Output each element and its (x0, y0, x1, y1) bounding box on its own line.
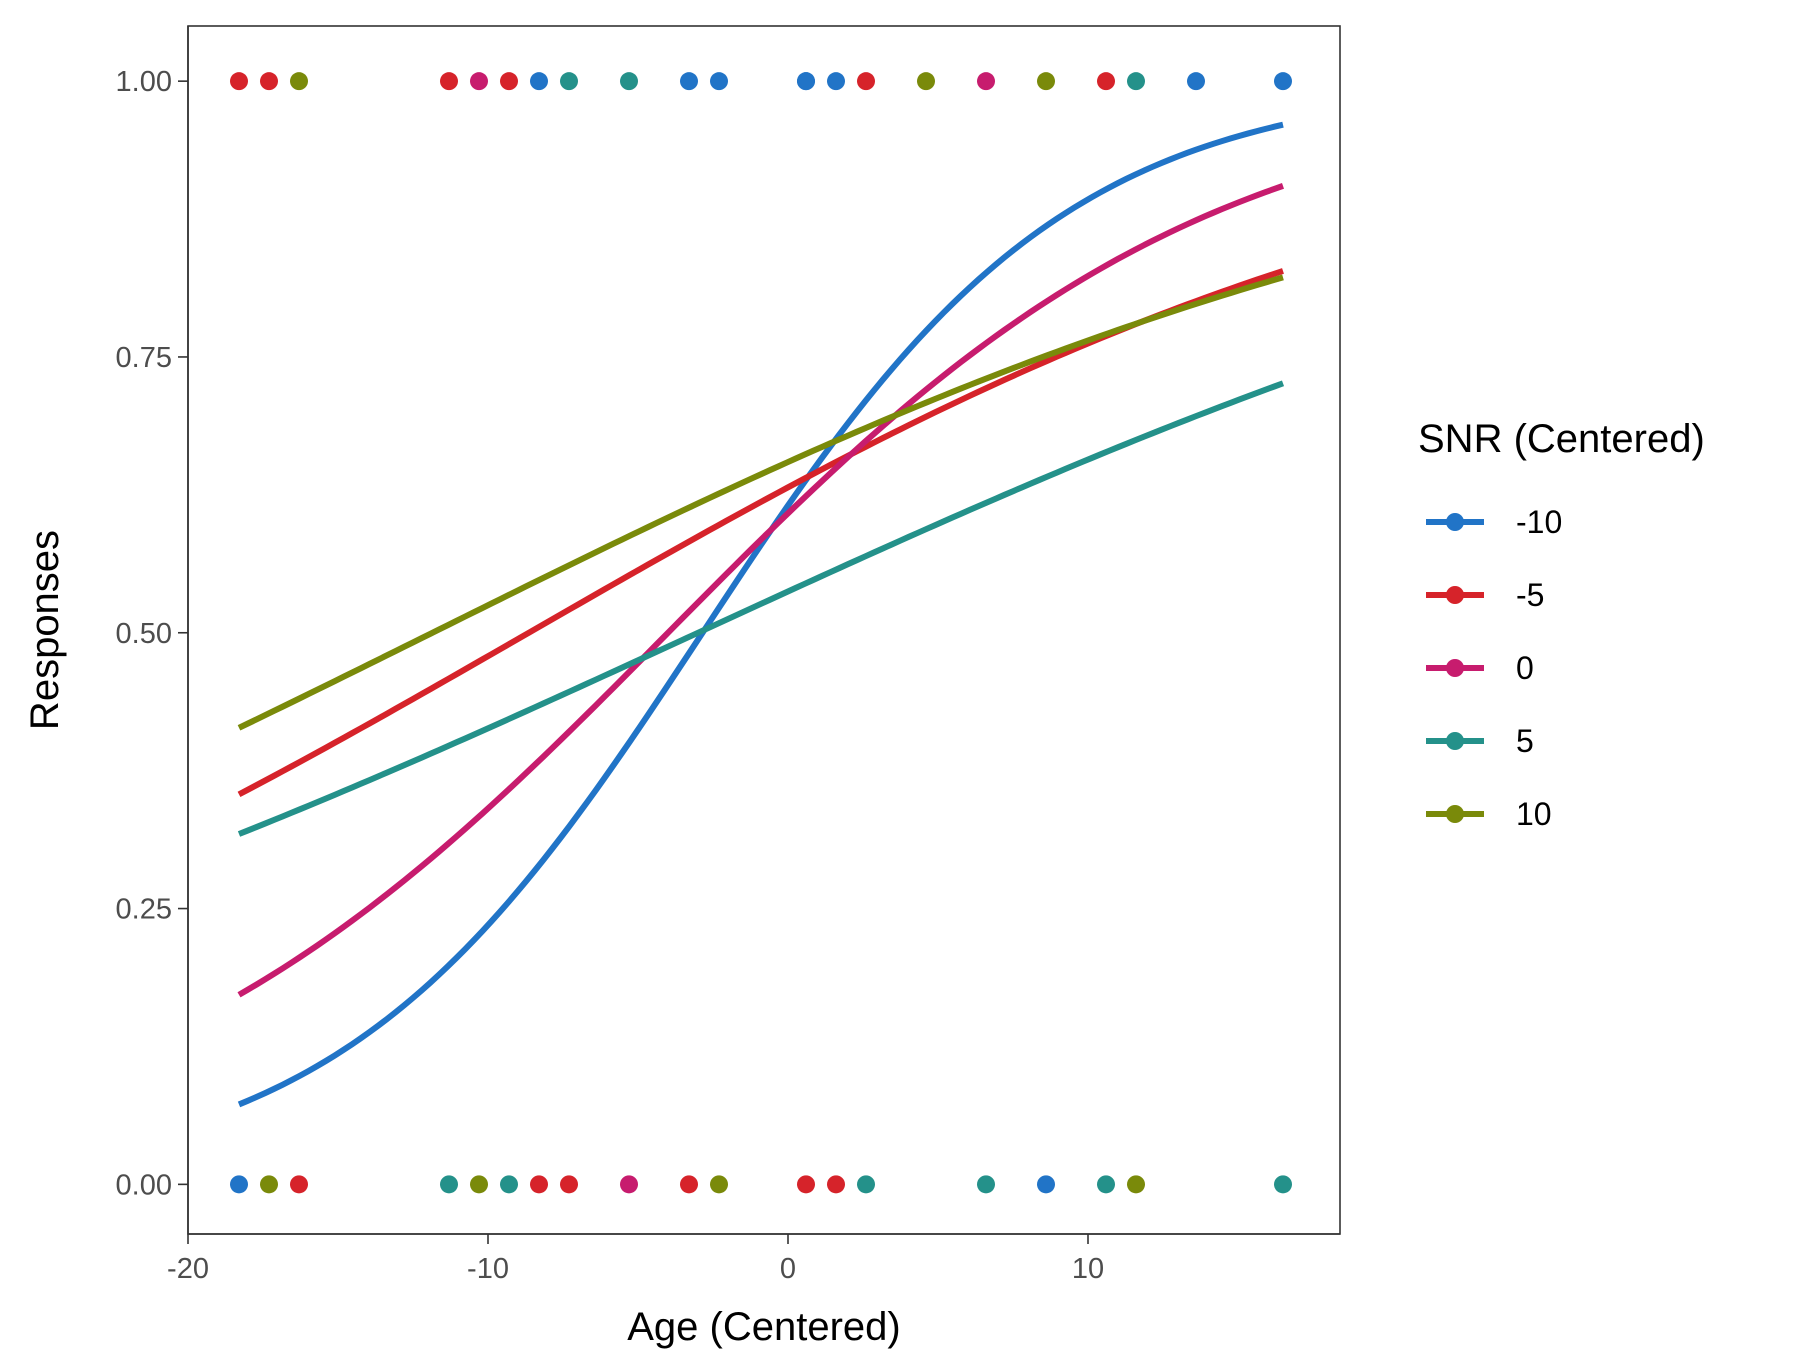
data-point-snr-5 (560, 72, 578, 91)
data-point-snr-5 (440, 1175, 458, 1194)
data-point-snr--10 (1274, 72, 1292, 91)
fit-curve-snr--10 (237, 121, 1284, 1108)
data-point-snr-0 (977, 72, 995, 91)
legend-item-snr-10: 10 (1426, 796, 1552, 832)
data-point-snr-5 (620, 72, 638, 91)
legend-key-point (1446, 659, 1464, 677)
data-point-snr--5 (797, 1175, 815, 1194)
y-axis: 0.00 0.25 0.50 0.75 1.00 (116, 26, 189, 1234)
data-point-snr-5 (1097, 1175, 1115, 1194)
legend-key-point (1446, 732, 1464, 750)
legend-item-snr-0: 0 (1426, 650, 1534, 686)
data-point-snr-5 (1127, 72, 1145, 91)
data-points (230, 72, 1292, 1194)
data-point-snr--5 (440, 72, 458, 91)
data-point-snr--10 (230, 1175, 248, 1194)
data-point-snr--10 (1187, 72, 1205, 91)
y-tick-label: 0.25 (116, 894, 172, 926)
legend-label: 0 (1516, 650, 1534, 686)
legend-title: SNR (Centered) (1418, 417, 1705, 461)
y-axis-title: Responses (23, 530, 67, 730)
legend-key-point (1446, 513, 1464, 531)
data-point-snr--10 (1037, 1175, 1055, 1194)
data-point-snr--10 (710, 72, 728, 91)
data-point-snr--5 (530, 1175, 548, 1194)
data-point-snr-10 (710, 1175, 728, 1194)
fit-curves (237, 121, 1285, 1108)
x-tick-label: 10 (1072, 1253, 1104, 1285)
x-tick-label: 0 (780, 1253, 796, 1285)
legend: SNR (Centered) -10 -5 0 5 10 (1418, 417, 1705, 832)
data-point-snr-10 (1127, 1175, 1145, 1194)
fit-curve-snr-0 (237, 183, 1284, 998)
x-tick-label: -10 (467, 1253, 509, 1285)
data-point-snr-10 (917, 72, 935, 91)
data-point-snr-10 (290, 72, 308, 91)
data-point-snr-5 (500, 1175, 518, 1194)
legend-key-point (1446, 805, 1464, 823)
data-point-snr--5 (500, 72, 518, 91)
fit-curve-snr-10 (237, 274, 1284, 731)
legend-label: -5 (1516, 577, 1544, 613)
data-point-snr-5 (857, 1175, 875, 1194)
legend-item-snr--10: -10 (1426, 504, 1562, 540)
data-point-snr--10 (827, 72, 845, 91)
data-point-snr--5 (857, 72, 875, 91)
legend-label: -10 (1516, 504, 1562, 540)
data-point-snr--5 (260, 72, 278, 91)
data-point-snr-10 (1037, 72, 1055, 91)
legend-key-point (1446, 586, 1464, 604)
data-point-snr--5 (230, 72, 248, 91)
y-tick-label: 1.00 (116, 66, 172, 98)
fit-curve-snr-5 (237, 380, 1285, 837)
y-tick-label: 0.50 (116, 618, 172, 650)
data-point-snr--10 (530, 72, 548, 91)
data-point-snr-10 (260, 1175, 278, 1194)
legend-label: 5 (1516, 723, 1534, 759)
data-point-snr--10 (797, 72, 815, 91)
y-tick-label: 0.00 (116, 1169, 172, 1201)
x-axis: -20 -10 0 10 (167, 1233, 1340, 1285)
x-tick-label: -20 (167, 1253, 209, 1285)
data-point-snr--5 (827, 1175, 845, 1194)
data-point-snr-0 (470, 72, 488, 91)
data-point-snr--5 (680, 1175, 698, 1194)
data-point-snr--5 (560, 1175, 578, 1194)
legend-item-snr--5: -5 (1426, 577, 1544, 613)
data-point-snr-5 (977, 1175, 995, 1194)
legend-label: 10 (1516, 796, 1552, 832)
data-point-snr-5 (1274, 1175, 1292, 1194)
data-point-snr--5 (290, 1175, 308, 1194)
data-point-snr-10 (470, 1175, 488, 1194)
data-point-snr--10 (680, 72, 698, 91)
data-point-snr--5 (1097, 72, 1115, 91)
x-axis-title: Age (Centered) (627, 1305, 900, 1349)
data-point-snr-0 (620, 1175, 638, 1194)
legend-item-snr-5: 5 (1426, 723, 1534, 759)
y-tick-label: 0.75 (116, 342, 172, 374)
